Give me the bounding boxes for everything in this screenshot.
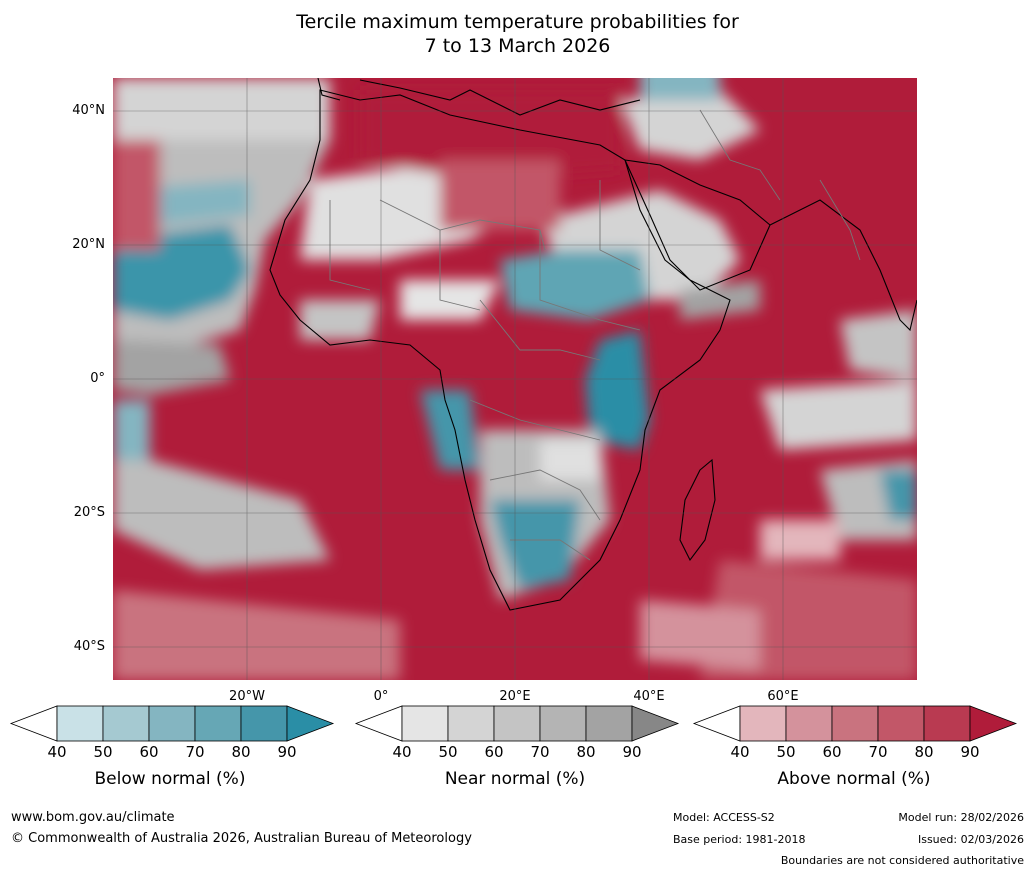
colorbar-extend-low: [354, 705, 403, 742]
colorbar-extend-high: [969, 705, 1018, 742]
base-period-text: Base period: 1981-2018: [673, 833, 806, 846]
colorbar-segment: [877, 705, 925, 742]
colorbar-above-label: Above normal (%): [777, 769, 931, 789]
colorbar-above-normal: [692, 705, 1018, 742]
colorbar-segment: [56, 705, 104, 742]
country-borders: [329, 109, 861, 561]
colorbar-tick-label: 40: [47, 743, 67, 761]
colorbar-tick-label: 90: [960, 743, 980, 761]
colorbar-segment: [447, 705, 495, 742]
colorbar-segment: [539, 705, 587, 742]
lat-label-40s: 40°S: [73, 639, 105, 654]
disclaimer-text: Boundaries are not considered authoritat…: [780, 854, 1024, 867]
colorbar-segment: [493, 705, 541, 742]
colorbar-segment: [739, 705, 787, 742]
colorbar-tick-label: 40: [730, 743, 750, 761]
model-text: Model: ACCESS-S2: [673, 811, 775, 824]
lon-label-20w: 20°W: [229, 689, 265, 704]
lon-label-60e: 60°E: [767, 689, 799, 704]
lon-label-0: 0°: [373, 689, 389, 704]
coastlines: [269, 78, 917, 611]
colorbar-tick-label: 90: [277, 743, 297, 761]
colorbar-segment: [240, 705, 288, 742]
colorbars: [9, 705, 1018, 742]
lat-label-40n: 40°N: [72, 103, 105, 118]
lat-label-20s: 20°S: [73, 505, 105, 520]
colorbar-near-label: Near normal (%): [444, 769, 586, 789]
colorbar-tick-label: 60: [822, 743, 842, 761]
map-title: Tercile maximum temperature probabilitie…: [0, 10, 1035, 58]
title-line-1: Tercile maximum temperature probabilitie…: [296, 11, 739, 33]
colorbar-tick-label: 70: [530, 743, 550, 761]
colorbar-extend-high: [631, 705, 680, 742]
colorbar-tick-label: 50: [93, 743, 113, 761]
lon-label-40e: 40°E: [633, 689, 665, 704]
copyright-text: © Commonwealth of Australia 2026, Austra…: [11, 831, 472, 846]
colorbar-tick-label: 50: [438, 743, 458, 761]
model-run-text: Model run: 28/02/2026: [898, 811, 1024, 824]
colorbar-extend-high: [286, 705, 335, 742]
title-line-2: 7 to 13 March 2026: [424, 35, 611, 57]
colorbar-tick-label: 80: [231, 743, 251, 761]
colorbar-segment: [102, 705, 150, 742]
colorbar-tick-label: 70: [868, 743, 888, 761]
colorbar-segment: [148, 705, 196, 742]
colorbar-tick-label: 90: [622, 743, 642, 761]
colorbar-extend-low: [692, 705, 741, 742]
lon-label-20e: 20°E: [499, 689, 531, 704]
colorbar-tick-label: 80: [914, 743, 934, 761]
colorbar-tick-label: 40: [392, 743, 412, 761]
colorbar-extend-low: [9, 705, 58, 742]
colorbar-segment: [194, 705, 242, 742]
colorbar-below-label: Below normal (%): [94, 769, 246, 789]
website-link[interactable]: www.bom.gov.au/climate: [11, 810, 175, 825]
colorbar-segment: [831, 705, 879, 742]
issued-text: Issued: 02/03/2026: [917, 833, 1024, 846]
colorbar-segment: [923, 705, 971, 742]
map-field: [113, 78, 917, 680]
colorbar-tick-label: 70: [185, 743, 205, 761]
colorbar-near-normal: [354, 705, 680, 742]
colorbar-tick-label: 80: [576, 743, 596, 761]
colorbar-segment: [785, 705, 833, 742]
lat-label-20n: 20°N: [72, 237, 105, 252]
colorbar-tick-label: 60: [139, 743, 159, 761]
colorbar-segment: [585, 705, 633, 742]
colorbar-tick-label: 50: [776, 743, 796, 761]
lat-label-eq: 0°: [90, 371, 105, 386]
colorbar-segment: [401, 705, 449, 742]
colorbar-tick-label: 60: [484, 743, 504, 761]
colorbar-below-normal: [9, 705, 335, 742]
graticule: [113, 78, 917, 680]
